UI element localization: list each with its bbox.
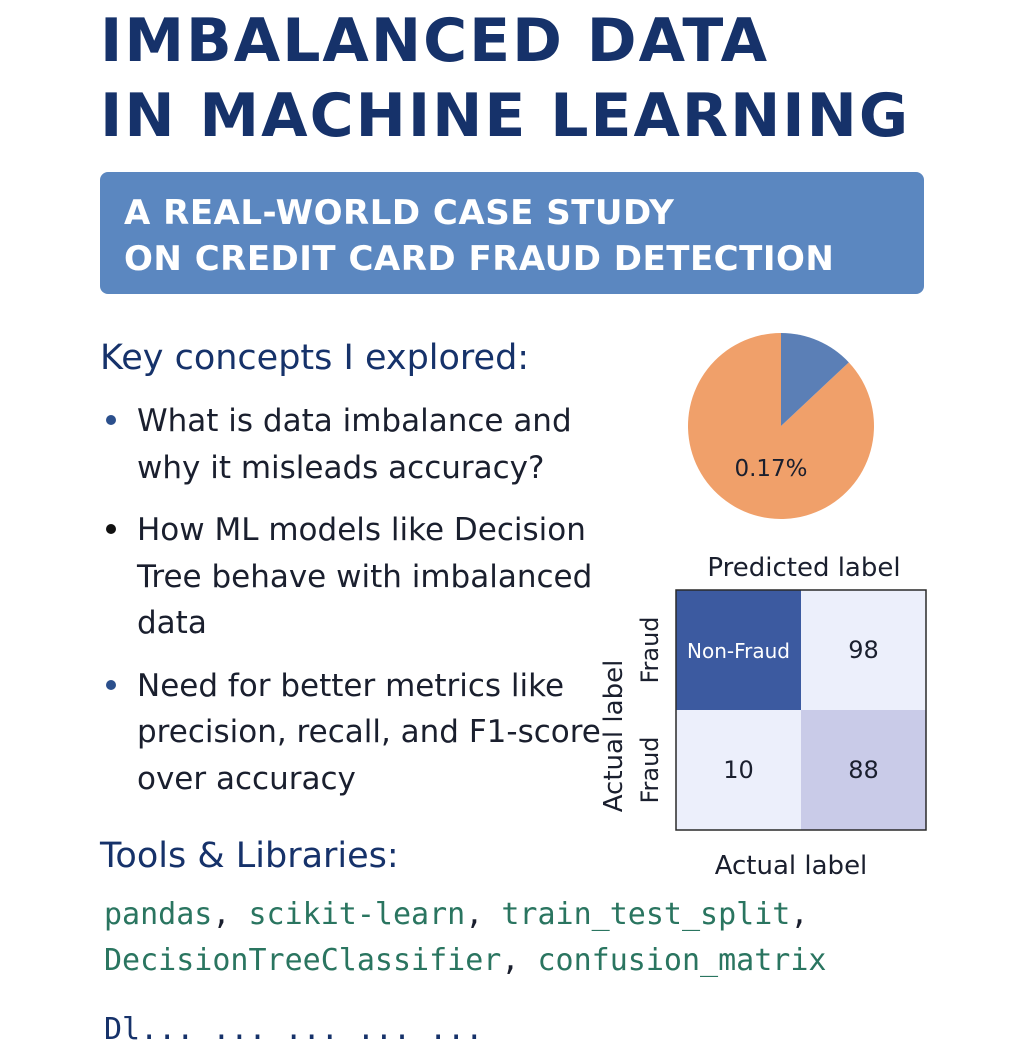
title-line-2: IN MACHINE LEARNING	[100, 81, 911, 151]
tools-list: pandas, scikit-learn, train_test_split, …	[104, 897, 827, 978]
class-distribution-pie: 0.17%	[688, 333, 874, 519]
concept-item-text: What is data imbalance and why it mislea…	[137, 403, 572, 486]
pie-slice-minority	[781, 333, 849, 426]
bullet-icon	[106, 679, 116, 690]
tool-name: DecisionTreeClassifier	[104, 943, 502, 978]
concepts-heading: Key concepts I explored:	[100, 338, 530, 378]
bullet-icon	[106, 415, 116, 425]
matrix-bottom-label: Actual label	[715, 851, 868, 881]
bullet-icon	[106, 524, 116, 534]
matrix-top-label: Predicted label	[707, 553, 900, 583]
matrix-cell	[801, 590, 926, 710]
concept-item: How ML models like Decision Tree behave …	[100, 507, 620, 647]
matrix-row-label: Fraud	[636, 616, 664, 683]
concept-item-text: How ML models like Decision Tree behave …	[137, 512, 593, 641]
pie-annotation: 0.17%	[734, 456, 807, 482]
banner-line-2: ON CREDIT CARD FRAUD DETECTION	[124, 239, 835, 279]
tool-name: scikit-learn	[248, 897, 466, 932]
concept-item: What is data imbalance and why it mislea…	[100, 398, 620, 491]
concepts-list: What is data imbalance and why it mislea…	[100, 398, 620, 818]
concept-item: Need for better metrics like precision, …	[100, 663, 620, 803]
title-line-1: IMBALANCED DATA	[100, 6, 770, 76]
matrix-cell	[676, 710, 801, 830]
matrix-cell-value: 10	[723, 756, 754, 784]
matrix-border	[675, 589, 927, 831]
matrix-cell-value: Non-Fraud	[687, 639, 790, 663]
footer-partial-text: Dl... ... ... ... ...	[104, 1012, 484, 1047]
concept-item-text: Need for better metrics like precision, …	[137, 667, 601, 797]
confusion-matrix: Predicted label Non-Fraud 98 10 88 Fraud Fraud…	[599, 553, 927, 881]
tool-name: confusion_matrix	[537, 943, 827, 978]
matrix-cell-value: 98	[848, 636, 879, 664]
tools-heading: Tools & Libraries:	[100, 836, 399, 876]
tool-name: train_test_split	[501, 897, 791, 932]
page-title: IMBALANCED DATA IN MACHINE LEARNING	[100, 4, 910, 154]
matrix-row-label: Fraud	[636, 736, 664, 803]
subtitle-banner: A REAL-WORLD CASE STUDY ON CREDIT CARD F…	[100, 172, 924, 294]
matrix-cell	[676, 590, 801, 710]
matrix-cell-value: 88	[848, 756, 879, 784]
tool-name: pandas	[104, 897, 213, 932]
matrix-y-label: Actual label	[599, 660, 629, 813]
banner-line-1: A REAL-WORLD CASE STUDY	[124, 193, 675, 233]
matrix-cell	[801, 710, 926, 830]
